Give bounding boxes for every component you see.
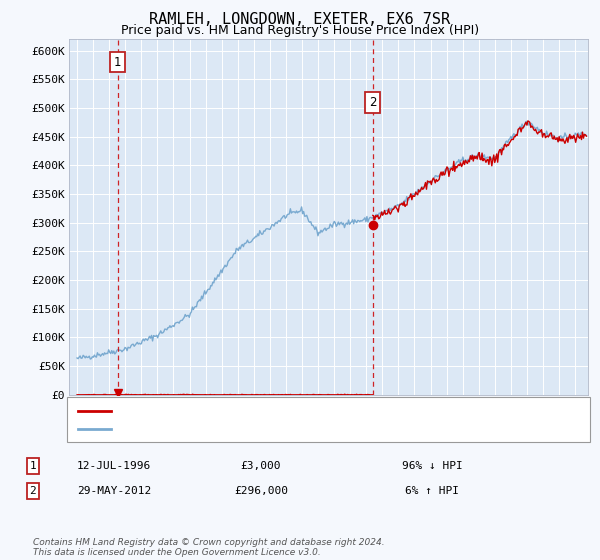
Text: RAMLEH, LONGDOWN, EXETER, EX6 7SR (detached house): RAMLEH, LONGDOWN, EXETER, EX6 7SR (detac… xyxy=(117,405,455,416)
Text: 2: 2 xyxy=(29,486,37,496)
Text: Contains HM Land Registry data © Crown copyright and database right 2024.
This d: Contains HM Land Registry data © Crown c… xyxy=(33,538,385,557)
Text: 2: 2 xyxy=(369,96,377,109)
Text: 96% ↓ HPI: 96% ↓ HPI xyxy=(401,461,463,471)
Text: £296,000: £296,000 xyxy=(234,486,288,496)
Text: 1: 1 xyxy=(29,461,37,471)
Text: RAMLEH, LONGDOWN, EXETER, EX6 7SR: RAMLEH, LONGDOWN, EXETER, EX6 7SR xyxy=(149,12,451,27)
Text: 12-JUL-1996: 12-JUL-1996 xyxy=(77,461,151,471)
Text: 29-MAY-2012: 29-MAY-2012 xyxy=(77,486,151,496)
Text: 1: 1 xyxy=(114,55,121,69)
Text: £3,000: £3,000 xyxy=(241,461,281,471)
Text: Price paid vs. HM Land Registry's House Price Index (HPI): Price paid vs. HM Land Registry's House … xyxy=(121,24,479,36)
Text: 6% ↑ HPI: 6% ↑ HPI xyxy=(405,486,459,496)
Text: HPI: Average price, detached house, Teignbridge: HPI: Average price, detached house, Teig… xyxy=(117,424,434,434)
